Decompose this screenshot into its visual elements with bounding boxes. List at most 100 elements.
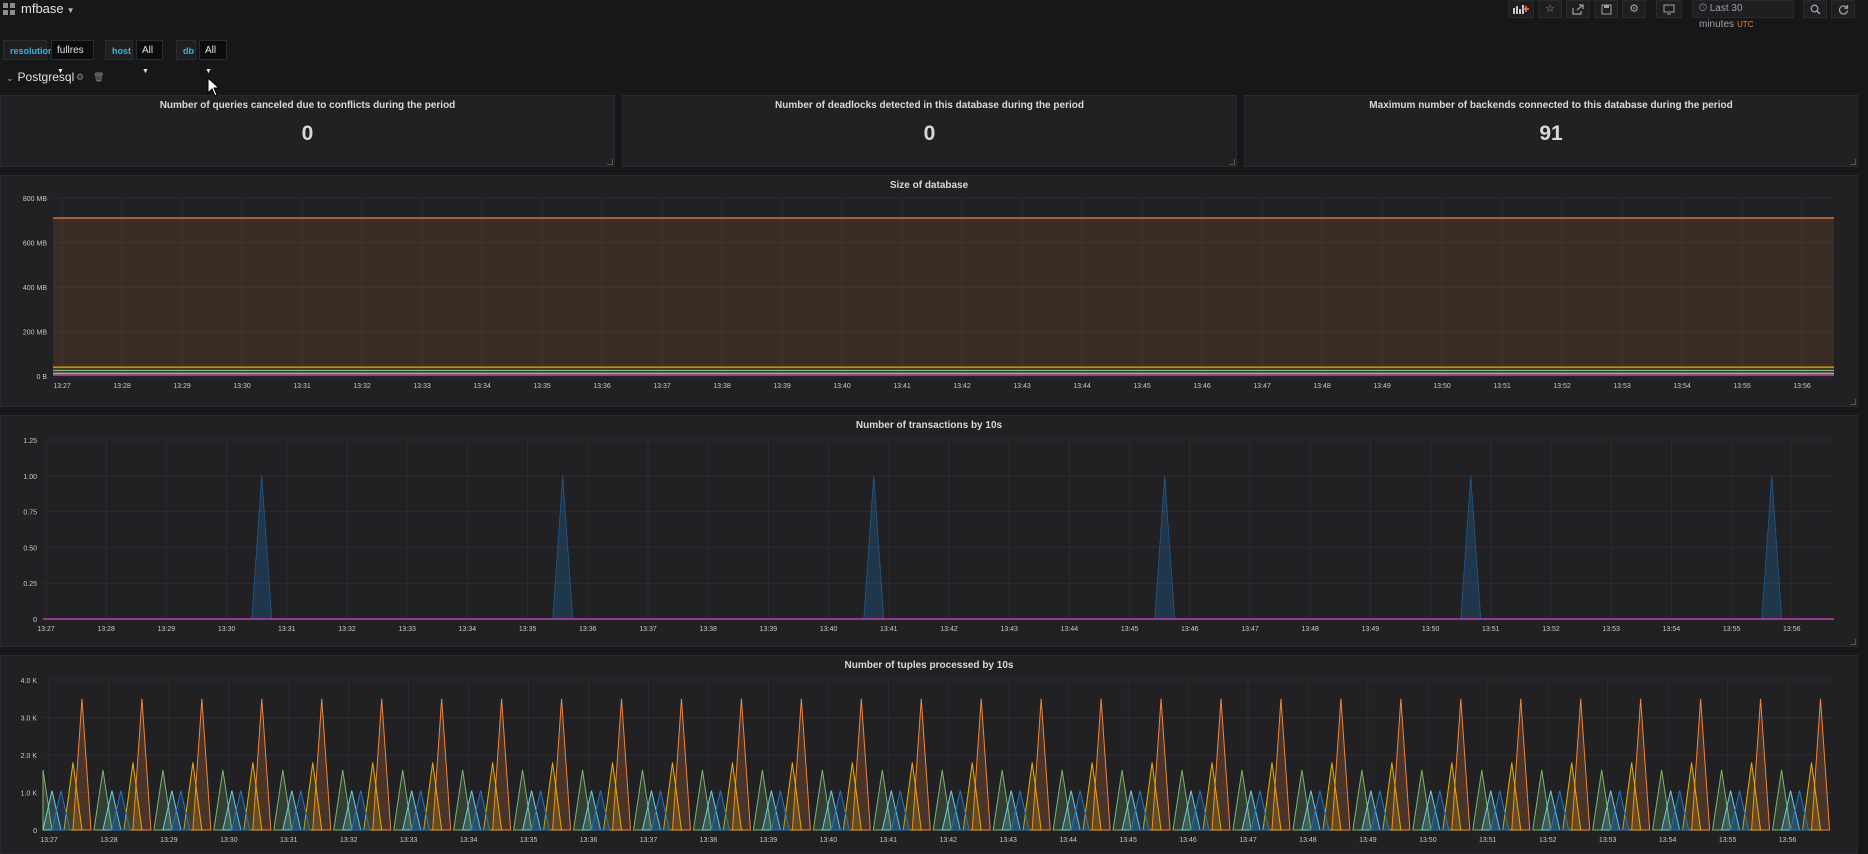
tuple-peak	[1801, 762, 1822, 831]
tuple-peak	[351, 790, 371, 831]
x-tick-label: 13:34	[459, 626, 477, 633]
x-tick-label: 13:39	[773, 383, 791, 390]
star-dashboard-button[interactable]: ☆	[1538, 0, 1562, 18]
y-tick-label: 0.25	[23, 581, 37, 588]
y-tick-label: 1.25	[23, 438, 37, 445]
panel-resize-handle[interactable]	[1850, 639, 1856, 645]
stat-value: 0	[301, 122, 314, 145]
x-tick-label: 13:32	[353, 383, 371, 390]
series-group	[42, 790, 1801, 831]
x-tick-label: 13:29	[173, 383, 191, 390]
clock-icon: 🕓︎	[1699, 3, 1707, 14]
x-tick-label: 13:51	[1482, 626, 1500, 633]
y-tick-label: 2.0 K	[21, 753, 38, 760]
series-group	[63, 762, 1822, 831]
share-dashboard-button[interactable]	[1566, 0, 1590, 18]
tuple-peak	[243, 762, 263, 831]
dashboards-grid-icon[interactable]	[3, 3, 16, 16]
timezone-label: UTC	[1737, 20, 1754, 29]
x-tick-label: 13:44	[1061, 626, 1079, 633]
x-tick-label: 13:53	[1613, 383, 1631, 390]
panel-resize-handle[interactable]	[1850, 399, 1856, 405]
x-tick-label: 13:31	[280, 837, 298, 844]
tuple-peak	[710, 790, 731, 831]
row-delete-trash-icon[interactable]: 🗑︎	[93, 72, 105, 82]
variable-db-select[interactable]: All ▼	[199, 40, 227, 75]
x-tick-label: 13:45	[1121, 626, 1139, 633]
x-tick-label: 13:50	[1433, 383, 1451, 390]
cycle-view-mode-button[interactable]	[1656, 0, 1682, 18]
refresh-icon	[1838, 5, 1848, 15]
tuple-peak	[1670, 790, 1690, 831]
series-group	[51, 790, 1810, 831]
bar-chart-icon	[1513, 5, 1529, 14]
star-icon: ☆	[1545, 3, 1555, 15]
row-header-postgresql[interactable]: ⌄ Postgresql	[6, 70, 74, 84]
refresh-button[interactable]	[1831, 0, 1855, 18]
graph-panel-database-size[interactable]: Size of database 800 MB 600 MB 400 MB 200 M…	[0, 175, 1858, 407]
variable-host-value: All	[142, 45, 154, 56]
panel-resize-handle[interactable]	[1850, 159, 1856, 165]
stat-panel-deadlocks[interactable]: Number of deadlocks detected in this dat…	[622, 95, 1237, 167]
x-tick-label: 13:42	[939, 837, 957, 844]
x-tick-label: 13:28	[100, 837, 118, 844]
x-tick-label: 13:47	[1253, 383, 1271, 390]
zoom-out-button[interactable]	[1803, 0, 1827, 18]
dashboard-title-dropdown[interactable]: mfbase ▼	[21, 1, 75, 16]
series-area	[53, 367, 1834, 376]
tuple-peak	[303, 762, 323, 831]
gear-icon: ⚙	[1629, 3, 1639, 15]
mouse-cursor-icon	[207, 77, 221, 97]
stat-panel-conflicts[interactable]: Number of queries canceled due to confli…	[0, 95, 615, 167]
x-tick-label: 13:46	[1181, 626, 1199, 633]
panel-resize-handle[interactable]	[607, 159, 613, 165]
tuple-peak	[543, 762, 563, 831]
variable-db-label: db	[176, 40, 196, 60]
tuple-peak	[183, 762, 203, 831]
save-dashboard-button[interactable]	[1594, 0, 1618, 18]
x-tick-label: 13:39	[760, 626, 778, 633]
tuple-peak	[1442, 762, 1462, 831]
tuple-peak	[770, 790, 791, 831]
stat-panel-max-backends[interactable]: Maximum number of backends connected to …	[1244, 95, 1858, 167]
x-tick-label: 13:31	[278, 626, 296, 633]
x-tick-label: 13:41	[893, 383, 911, 390]
panel-title: Number of tuples processed by 10s	[844, 660, 1014, 671]
tuple-peak	[650, 790, 671, 831]
chevron-down-icon: ⌄	[6, 73, 14, 83]
top-navbar: mfbase ▼ ☆ ⚙ 🕓︎ Last 30 minutes UTC	[0, 0, 1868, 30]
tuple-peak	[423, 762, 443, 831]
variable-resolution-value: fullres	[57, 45, 84, 56]
x-tick-label: 13:49	[1373, 383, 1391, 390]
panel-title: Size of database	[889, 180, 969, 191]
variable-resolution-select[interactable]: fullres ▼	[51, 40, 94, 75]
time-range-picker[interactable]: 🕓︎ Last 30 minutes UTC	[1692, 0, 1794, 30]
row-title: Postgresql	[17, 70, 75, 84]
dashboard-settings-button[interactable]: ⚙	[1622, 0, 1646, 18]
x-tick-label: 13:36	[580, 837, 598, 844]
y-tick-label: 4.0 K	[21, 678, 38, 685]
graph-panel-tuples[interactable]: Number of tuples processed by 10s 4.0 K 3…	[0, 655, 1858, 854]
y-tick-label: 1.0 K	[21, 791, 38, 798]
x-tick-label: 13:48	[1299, 837, 1317, 844]
tuple-peak	[1789, 790, 1810, 831]
tuple-peak	[1622, 762, 1642, 831]
tuple-peak	[51, 790, 71, 831]
graph-panel-transactions[interactable]: Number of transactions by 10s 1.25 1.00 0.…	[0, 415, 1858, 647]
row-settings-gear-icon[interactable]: ⚙	[76, 72, 85, 82]
tuple-peak	[411, 790, 431, 831]
variable-host-select[interactable]: All ▼	[136, 40, 163, 75]
panel-resize-handle[interactable]	[1229, 159, 1235, 165]
caret-down-icon: ▼	[205, 68, 212, 75]
x-tick-label: 13:53	[1602, 626, 1620, 633]
caret-down-icon: ▼	[57, 68, 64, 75]
tuple-peak	[123, 762, 143, 831]
x-tick-label: 13:32	[338, 626, 356, 633]
tuple-peak	[363, 762, 383, 831]
x-tick-label: 13:40	[820, 626, 838, 633]
tuple-peak	[830, 790, 850, 831]
tuple-peak	[602, 762, 623, 831]
tuple-peak	[1082, 762, 1102, 831]
add-panel-button[interactable]	[1508, 0, 1534, 18]
x-tick-label: 13:37	[639, 626, 657, 633]
